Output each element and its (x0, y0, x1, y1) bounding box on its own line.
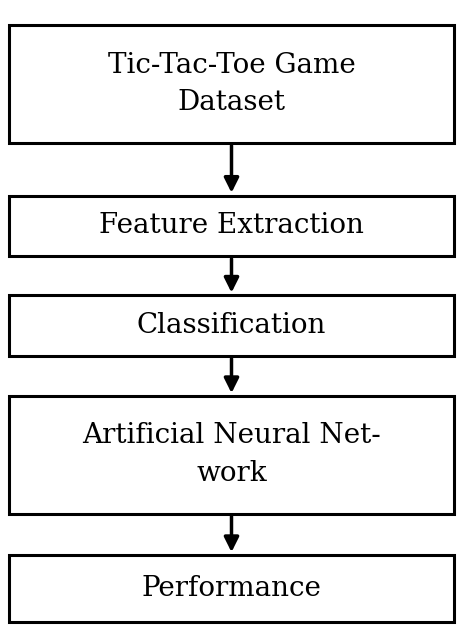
Text: Artificial Neural Net-
work: Artificial Neural Net- work (82, 422, 381, 487)
Bar (9, 555, 454, 622)
Text: Classification: Classification (137, 312, 326, 339)
Bar (9, 196, 454, 256)
Bar (9, 25, 454, 143)
Bar (9, 295, 454, 356)
Text: Feature Extraction: Feature Extraction (99, 212, 364, 239)
Text: Tic-Tac-Toe Game
Dataset: Tic-Tac-Toe Game Dataset (107, 52, 356, 116)
Text: Performance: Performance (142, 575, 321, 602)
Bar (9, 396, 454, 514)
